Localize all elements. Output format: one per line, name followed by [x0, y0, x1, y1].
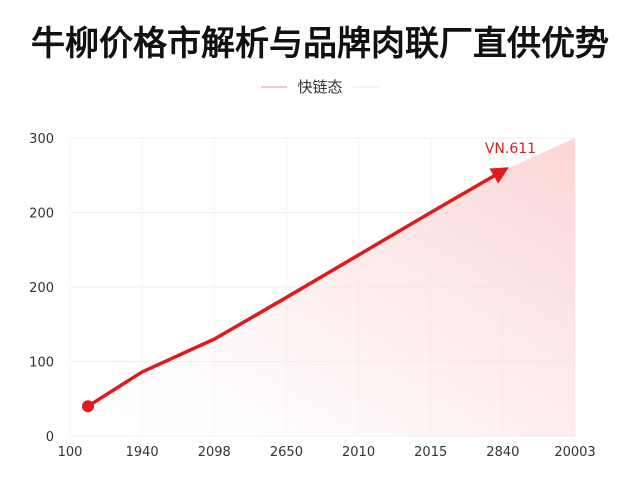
area-fill [88, 138, 575, 436]
series-line [86, 167, 509, 408]
legend-swatch [261, 85, 288, 88]
y-axis-ticks: 0 100 200 200 300 [29, 132, 54, 445]
y-tick-label: 100 [29, 356, 54, 371]
x-axis-ticks: 100 1940 2098 2650 2010 2015 2840 20003 [58, 445, 596, 460]
x-tick-label: 2098 [198, 445, 231, 460]
legend-swatch-faint [352, 85, 379, 88]
legend: 快链态 [0, 76, 640, 97]
annotation-group: VN.611 [485, 141, 536, 157]
x-tick-label: 2840 [486, 445, 519, 460]
x-tick-label: 2015 [414, 445, 447, 460]
y-tick-label: 200 [29, 281, 54, 296]
y-tick-label: 200 [29, 207, 54, 222]
legend-label: 快链态 [297, 78, 343, 96]
y-tick-label: 0 [46, 430, 54, 445]
data-point-start [82, 400, 94, 413]
series-line-group [82, 167, 509, 413]
area-fill-region [88, 138, 575, 436]
x-tick-label: 100 [58, 445, 83, 460]
y-tick-label: 300 [29, 132, 54, 147]
chart-title: 牛柳价格市解析与品牌肉联厂直供优势 [31, 24, 609, 64]
annotation-label: VN.611 [485, 141, 536, 157]
x-tick-label: 2650 [270, 445, 303, 460]
x-tick-label: 1940 [126, 445, 159, 460]
x-tick-label: 20003 [554, 445, 595, 460]
x-tick-label: 2010 [342, 445, 375, 460]
